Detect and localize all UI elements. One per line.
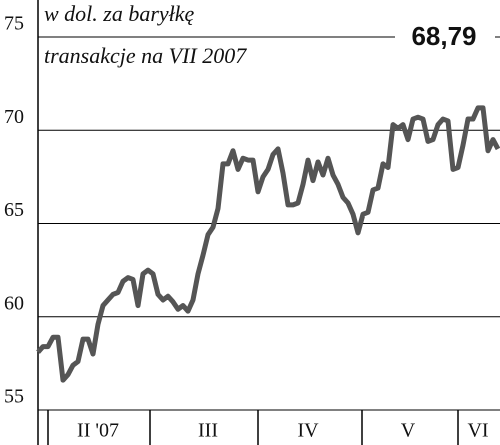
y-tick-label: 60 bbox=[4, 292, 24, 314]
annotation-bg bbox=[395, 22, 495, 52]
y-tick-label: 75 bbox=[4, 13, 24, 35]
x-tick-label: VI bbox=[467, 420, 488, 442]
x-tick-label: IV bbox=[297, 420, 319, 442]
x-tick-label: II '07 bbox=[77, 420, 119, 442]
y-tick-label: 55 bbox=[4, 386, 24, 408]
y-tick-label: 70 bbox=[4, 106, 24, 128]
chart-subtitle: transakcje na VII 2007 bbox=[44, 43, 247, 68]
x-tick-label: III bbox=[198, 420, 218, 442]
annotation: 68,79 bbox=[411, 21, 476, 51]
x-tick-label: V bbox=[401, 420, 416, 442]
line bbox=[36, 105, 500, 383]
chart-title: w dol. za baryłkę bbox=[44, 1, 195, 26]
y-tick-label: 65 bbox=[4, 199, 24, 221]
